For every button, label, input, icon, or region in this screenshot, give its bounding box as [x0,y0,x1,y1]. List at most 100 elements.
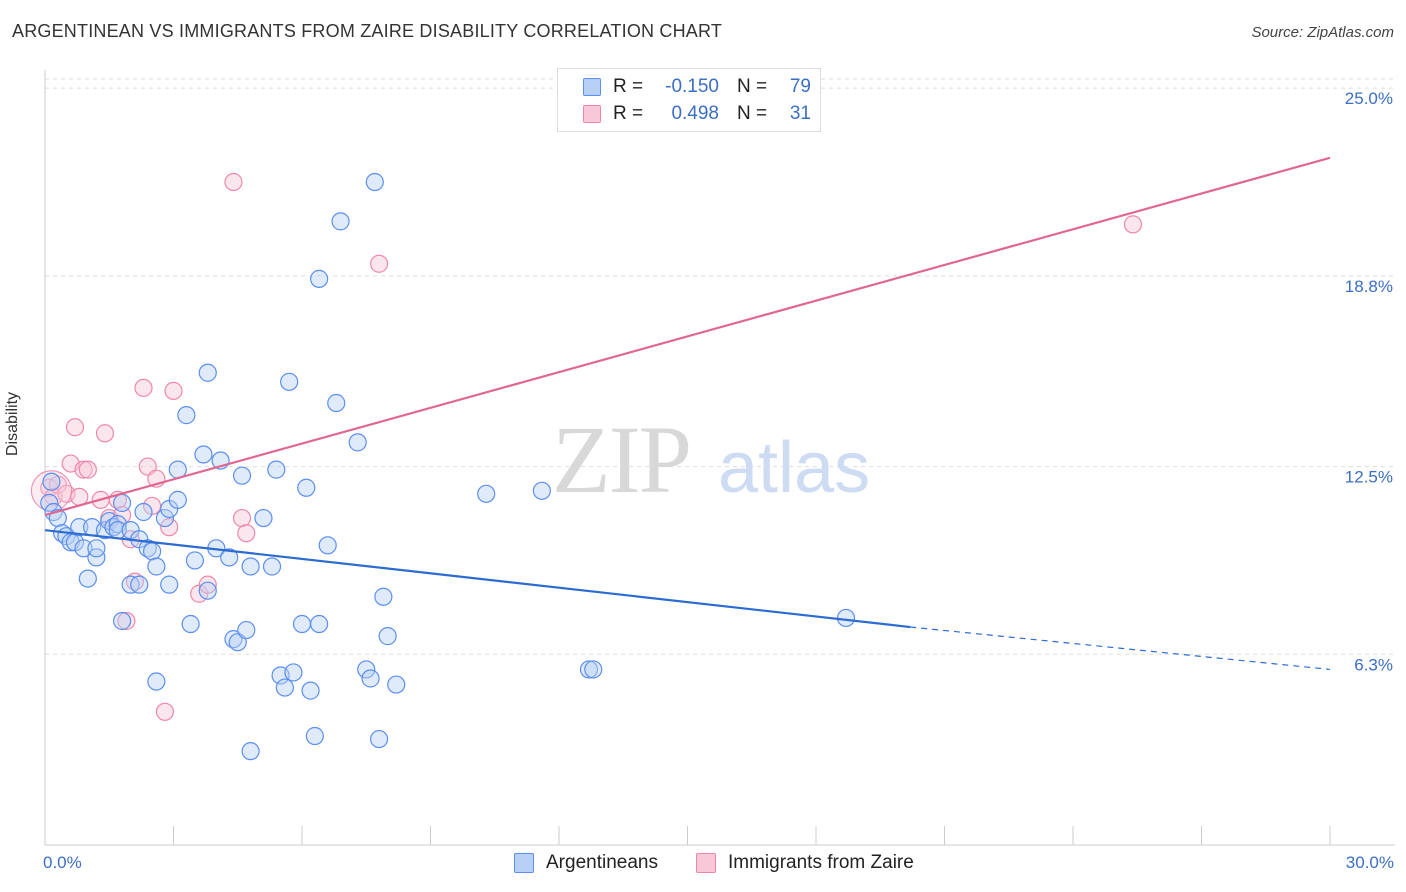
point-argentinean [134,502,153,522]
point-argentinean [267,460,286,479]
point-argentinean [194,445,213,464]
trend-line-argentineans [44,529,911,629]
point-argentinean [241,742,260,761]
legend-row-argentineans: R = -0.150 N = 79 [583,75,811,99]
correlation-legend: R = -0.150 N = 79 R = 0.498 N = 31 [557,68,821,132]
watermark-zip: ZIP [552,406,690,513]
point-zaire [164,381,183,400]
trend-lines [44,156,1331,671]
point-argentinean [160,575,179,594]
point-zaire [74,460,93,479]
legend-swatch-pink [696,853,716,873]
legend-item-zaire[interactable]: Immigrants from Zaire [696,852,914,874]
series-legend: Argentineans Immigrants from Zaire [0,852,1406,878]
point-argentinean [40,493,59,513]
legend-item-argentineans[interactable]: Argentineans [514,852,658,874]
point-argentinean [374,587,393,606]
point-argentinean [198,581,217,600]
watermark-atlas: atlas [718,428,870,508]
legend-swatch-blue [583,78,601,96]
point-argentinean [348,433,367,452]
y-tick-label: 12.5% [1345,468,1393,487]
point-argentinean [297,478,316,497]
y-tick-label: 25.0% [1345,89,1393,108]
point-argentinean [378,627,397,646]
legend-row-zaire: R = 0.498 N = 31 [583,102,811,126]
series-argentineans [40,172,856,761]
point-argentinean [42,472,61,491]
legend-n-label: N = [737,76,768,97]
y-tick-label: 6.3% [1354,655,1393,674]
point-argentinean [579,660,599,679]
point-argentinean [130,575,149,594]
point-argentinean [112,493,132,513]
point-argentinean [284,663,303,682]
legend-r-label: R = [613,103,644,124]
point-argentinean [48,508,67,528]
watermark: ZIP atlas [552,406,870,513]
legend-r-value: 0.498 [671,103,719,124]
point-zaire [224,172,243,192]
trend-line-zaire [44,156,1331,517]
point-argentinean [361,669,380,688]
chart-title: ARGENTINEAN VS IMMIGRANTS FROM ZAIRE DIS… [12,21,723,41]
point-argentinean [292,614,312,634]
point-argentinean [262,557,282,576]
point-argentinean [370,729,389,749]
x-tick-max: 30.0% [1345,853,1394,872]
point-argentinean [78,569,97,588]
legend-r-value: -0.150 [665,76,719,97]
point-argentinean [147,557,166,576]
legend-n-label: N = [737,103,768,124]
point-argentinean [327,393,346,413]
legend-r-label: R = [613,76,644,97]
point-zaire [65,418,85,437]
point-zaire [198,575,217,594]
point-argentinean [331,212,350,231]
point-argentinean [301,681,320,700]
point-argentinean [532,481,551,500]
point-argentinean [280,372,299,391]
y-tick-labels: 6.3% 12.5% 18.8% 25.0% [1345,89,1393,674]
point-argentinean [112,611,132,631]
point-argentinean [74,539,93,558]
point-argentinean [584,660,603,679]
point-argentinean [237,620,256,640]
legend-n-value: 31 [789,103,811,124]
point-zaire [117,611,136,631]
point-zaire [134,378,153,397]
point-argentinean [177,406,196,425]
point-argentinean [275,678,294,697]
point-argentinean [310,269,329,288]
legend-n-value: 79 [789,76,811,97]
point-zaire [370,254,389,273]
point-zaire [160,518,179,537]
point-zaire [78,460,97,479]
point-argentinean [387,675,406,694]
point-argentinean [147,672,166,691]
legend-swatch-blue [514,853,534,873]
point-argentinean [155,508,175,528]
point-argentinean [305,726,324,746]
y-tick-label: 18.8% [1345,277,1393,296]
point-zaire [95,424,115,443]
point-argentinean [87,539,106,558]
point-argentinean [181,614,200,634]
point-argentinean [365,172,384,192]
point-argentinean [220,548,239,567]
point-zaire [155,702,175,721]
point-argentinean [168,490,187,509]
point-argentinean [241,557,260,576]
point-argentinean [310,614,329,634]
axes [44,70,1395,846]
point-argentinean [836,608,856,628]
point-argentinean [185,551,205,570]
trend-line-argentineans-extension [910,626,1331,671]
point-argentinean [357,660,376,679]
point-argentinean [318,536,337,555]
source-credit: Source: ZipAtlas.com [1251,24,1394,41]
point-zaire [237,524,256,543]
point-argentinean [142,542,162,561]
point-argentinean [232,466,252,485]
